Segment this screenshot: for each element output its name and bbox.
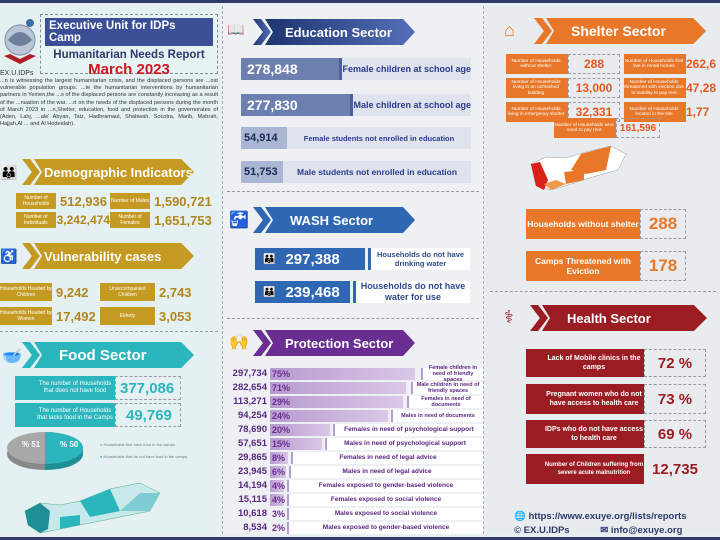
copyright-icon: ©: [514, 525, 521, 536]
divider: [0, 331, 218, 332]
footer-email[interactable]: ✉ info@exuye.org: [600, 525, 683, 536]
food-banner: Food Sector: [34, 342, 194, 368]
vulnerability-unaccompanied: Unaccompanied Children 2,743: [100, 283, 210, 301]
health-banner: Health Sector: [542, 305, 707, 331]
unit-title: Executive Unit for IDPs Camp: [45, 18, 213, 46]
education-banner: Education Sector: [265, 19, 415, 45]
wash-row: 👪 239,468 Households do not have water fo…: [255, 281, 470, 303]
mail-icon: ✉: [600, 525, 609, 536]
demographic-males: Number of Males 1,590,721: [110, 193, 212, 209]
shelter-stat: Number of Households located in the site…: [624, 102, 720, 122]
family-icon: 👪: [263, 253, 276, 265]
yemen-map-food: [24, 482, 161, 534]
vulnerability-children-headed: Households Headed by Children 9,242: [0, 283, 89, 301]
protection-row: 94,254 24% Males in need of documents: [223, 409, 485, 422]
protection-row: 10,618 3% Males exposed to social violence: [223, 507, 485, 520]
food-pie-chart: [7, 432, 83, 470]
water-tap-icon: 🚰: [229, 212, 249, 229]
protection-row: 15,115 4% Females exposed to social violen…: [223, 493, 485, 506]
middle-column: 📖 Education Sector 278,848 Female childr…: [222, 6, 484, 534]
footer: 🌐 https://www.exuye.org/lists/reports © …: [514, 511, 687, 536]
shelter-stat: Number of Households living in an unfini…: [506, 78, 620, 98]
right-column: ⌂ Shelter Sector Number of Households wi…: [486, 6, 720, 536]
shelter-stat: Number of Households that live in rental…: [624, 54, 720, 74]
report-title: Humanitarian Needs Report: [53, 49, 205, 61]
demographic-households: Number of Households 512,936: [16, 193, 110, 209]
book-icon: 📖: [227, 21, 245, 37]
divider: [490, 291, 716, 292]
protection-row: 23,945 6% Males in need of legal advice: [223, 465, 485, 478]
health-stat: Pregnant women who do not have access to…: [526, 384, 706, 414]
left-column: EX.U.IDPs Executive Unit for IDPs Camp H…: [0, 6, 220, 534]
footer-url[interactable]: 🌐 https://www.exuye.org/lists/reports: [514, 511, 687, 522]
demographic-females: Number of Females 1,651,753: [110, 212, 220, 228]
logo: EX.U.IDPs: [0, 14, 40, 77]
wash-banner: WASH Sector: [265, 207, 415, 233]
logo-text: EX.U.IDPs: [0, 70, 34, 77]
yemen-map-shelter: [530, 145, 627, 191]
divider: [227, 191, 479, 192]
legend-marker-icon: ●: [100, 442, 103, 447]
report-month: March 2023: [88, 61, 170, 78]
protection-row: 78,690 20% Females in need of psychologica…: [223, 423, 485, 436]
protection-hands-icon: 🙌: [229, 334, 249, 351]
wash-row: 👪 297,388 Households do not have drinking…: [255, 248, 470, 270]
elderly-icon: ♿: [0, 248, 18, 264]
shelter-highlight: Camps Threatened with Eviction 178: [526, 251, 686, 281]
protection-banner: Protection Sector: [265, 330, 415, 356]
vulnerability-elderly: Elderly 3,053: [100, 307, 210, 325]
protection-row: 14,194 4% Females exposed to gender-based …: [223, 479, 485, 492]
intro-paragraph: ...n is witnessing the largest humanitar…: [0, 78, 218, 128]
health-stat: Number of Children suffering from severe…: [526, 454, 706, 484]
pie-legend-have-food: ● Households that have food in the camps: [100, 442, 175, 447]
education-row: 51,753 Male students not enrolled in edu…: [241, 161, 471, 183]
pie-label-50: % 50: [60, 440, 79, 449]
shelter-stat: Number of Households without shelter 288: [506, 54, 620, 74]
education-row: 278,848 Female children at school age: [241, 58, 471, 80]
health-stat: IDPs who do not have access to health ca…: [526, 420, 706, 448]
education-row: 277,830 Male children at school age: [241, 94, 471, 116]
family-icon: 👪: [0, 164, 18, 180]
pie-label-51: % 51: [22, 440, 41, 449]
food-no-food: The number of Households that does not h…: [15, 376, 181, 400]
divider: [227, 318, 479, 319]
legend-marker-icon: ●: [100, 454, 103, 459]
health-stat: Lack of Mobile clinics in the camps 72 %: [526, 349, 706, 377]
shelter-banner: Shelter Sector: [546, 18, 706, 44]
shelter-stat: Number of Households who need to pay ren…: [554, 118, 660, 138]
protection-row: 297,734 75% Female children in need of fri…: [223, 365, 485, 383]
shelter-stat: Number of Households threatened with evi…: [624, 78, 720, 98]
food-bowl-icon: 🥣: [2, 348, 22, 365]
family-icon: 👪: [263, 286, 276, 298]
protection-row: 113,271 29% Females in need of documents: [223, 395, 485, 408]
shelter-highlight: Households without shelter 288: [526, 209, 686, 239]
demographic-individuals: Number of Individuals 3,242,474: [16, 212, 110, 228]
food-lacks-food-camps: The number of Households that lacks food…: [15, 403, 181, 427]
vulnerability-women-headed: Households Headed by Women 17,492: [0, 307, 96, 325]
pie-legend-no-food: ● Households that do not have food in th…: [100, 454, 188, 459]
shelter-house-icon: ⌂: [504, 20, 515, 40]
protection-row: 57,651 15% Males in need of psychological …: [223, 437, 485, 450]
report-header: Executive Unit for IDPs Camp Humanitaria…: [40, 14, 218, 78]
protection-row: 282,654 71% Male children in need of frien…: [223, 381, 485, 394]
education-row: 54,914 Female students not enrolled in e…: [241, 127, 471, 149]
protection-row: 8,534 2% Males exposed to gender-based vio…: [223, 521, 485, 534]
vulnerability-banner: Vulnerability cases: [34, 243, 194, 269]
protection-row: 29,865 8% Females in need of legal advice: [223, 451, 485, 464]
demographic-banner: Demographic Indicators: [34, 159, 194, 185]
caduceus-icon: ⚕: [504, 307, 514, 327]
globe-icon: 🌐: [514, 511, 526, 522]
